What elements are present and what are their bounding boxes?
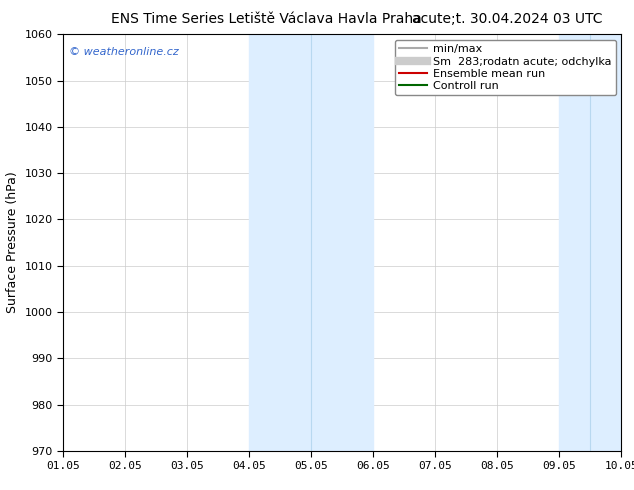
Text: ENS Time Series Letiště Václava Havla Praha: ENS Time Series Letiště Václava Havla Pr…: [111, 12, 422, 26]
Legend: min/max, Sm  283;rodatn acute; odchylka, Ensemble mean run, Controll run: min/max, Sm 283;rodatn acute; odchylka, …: [395, 40, 616, 96]
Text: © weatheronline.cz: © weatheronline.cz: [69, 47, 179, 57]
Bar: [249, 34, 373, 451]
Bar: [559, 34, 621, 451]
Y-axis label: Surface Pressure (hPa): Surface Pressure (hPa): [6, 172, 19, 314]
Text: acute;t. 30.04.2024 03 UTC: acute;t. 30.04.2024 03 UTC: [412, 12, 602, 26]
